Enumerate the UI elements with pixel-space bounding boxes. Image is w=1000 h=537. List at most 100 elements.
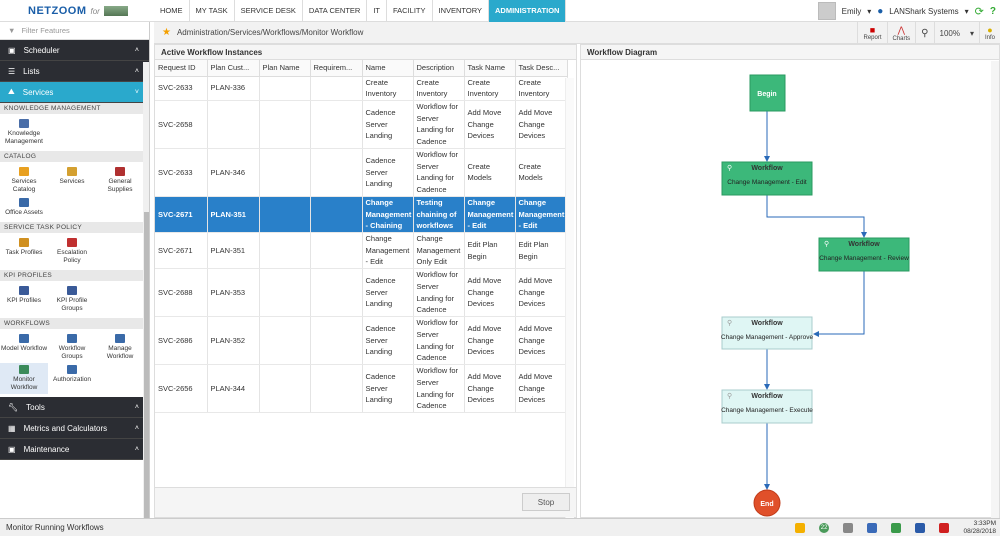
item-escalation-policy[interactable]: Escalation Policy bbox=[48, 236, 96, 267]
table-cell: SVC-2686 bbox=[155, 316, 208, 366]
workflow-node-review[interactable]: ⚲ Workflow Change Management - Review bbox=[818, 237, 910, 272]
sidebar-scrollbar[interactable] bbox=[143, 62, 149, 518]
catalog-icon bbox=[19, 167, 29, 176]
item-manage-workflow[interactable]: Manage Workflow bbox=[96, 332, 144, 363]
end-node[interactable]: End bbox=[753, 489, 781, 517]
node-label: Change Management - Execute bbox=[721, 407, 813, 414]
nav-administration[interactable]: ADMINISTRATION bbox=[489, 0, 567, 22]
column-header[interactable]: Plan Cust... bbox=[207, 60, 260, 77]
notification-badge[interactable]: 22 bbox=[818, 523, 830, 533]
item-office-assets[interactable]: Office Assets bbox=[0, 196, 48, 219]
pdf-icon: ■ bbox=[869, 25, 876, 35]
kpi-group-icon bbox=[67, 286, 77, 295]
item-model-workflow[interactable]: Model Workflow bbox=[0, 332, 48, 363]
table-row[interactable]: SVC-2633 PLAN-336 Create Inventory Create I… bbox=[155, 76, 568, 101]
workflow-diagram: Begin ⚲ Workflow Change Management - Edi… bbox=[721, 61, 999, 518]
star-icon[interactable]: ★ bbox=[162, 27, 171, 38]
sidebar-item-tools[interactable]: 🔧︎ Tools ˄ bbox=[0, 397, 149, 418]
kpi-icon bbox=[19, 286, 29, 295]
item-knowledge-management[interactable]: Knowledge Management bbox=[0, 117, 48, 148]
column-header[interactable]: Task Name bbox=[464, 60, 516, 77]
org-name[interactable]: LANShark Systems bbox=[889, 6, 959, 16]
nav-data-center[interactable]: DATA CENTER bbox=[303, 0, 368, 22]
nav-it[interactable]: IT bbox=[367, 0, 387, 22]
zoom-select[interactable]: 100% ▾ bbox=[933, 22, 979, 44]
chevron-down-icon[interactable]: ▾ bbox=[867, 6, 872, 16]
user-name[interactable]: Emily bbox=[841, 6, 862, 16]
item-kpi-profile-groups[interactable]: KPI Profile Groups bbox=[48, 284, 96, 315]
workflow-node-edit[interactable]: ⚲ Workflow Change Management - Edit bbox=[721, 161, 813, 196]
chevron-up-icon: ˄ bbox=[134, 67, 139, 75]
nav-my-task[interactable]: MY TASK bbox=[190, 0, 235, 22]
table-cell bbox=[310, 100, 363, 149]
app-logo[interactable]: NETZOOM for bbox=[0, 0, 150, 22]
sidebar-item-lists[interactable]: ☰ Lists ˄ bbox=[0, 61, 149, 82]
diagram-scrollbar[interactable] bbox=[991, 61, 999, 518]
table-cell: Cadence Server Landing bbox=[362, 364, 414, 414]
column-header[interactable]: Name bbox=[362, 60, 414, 77]
mouse-icon[interactable] bbox=[915, 523, 926, 533]
table-row[interactable]: SVC-2686 PLAN-352 Cadence Server Landing Wo… bbox=[155, 316, 568, 366]
chevron-down-icon[interactable]: ▾ bbox=[964, 6, 969, 16]
stop-button[interactable]: Stop bbox=[522, 493, 570, 511]
column-header[interactable]: Plan Name bbox=[259, 60, 311, 77]
column-header[interactable]: Request ID bbox=[155, 60, 208, 77]
refresh-icon[interactable]: ⟳ bbox=[974, 5, 984, 18]
info-button[interactable]: ● Info bbox=[978, 22, 1000, 44]
breadcrumb[interactable]: Administration/Services/Workflows/Monito… bbox=[176, 28, 364, 37]
item-general-supplies[interactable]: General Supplies bbox=[96, 165, 144, 196]
workflow-node-approve[interactable]: ⚲ Workflow Change Management - Approve bbox=[721, 316, 814, 350]
help-icon[interactable]: ? bbox=[989, 5, 996, 17]
node-header: Workflow bbox=[751, 393, 783, 400]
nav-service-desk[interactable]: SERVICE DESK bbox=[235, 0, 303, 22]
table-row[interactable]: SVC-2658 Cadence Server Landing Workflow f… bbox=[155, 100, 568, 149]
sync-icon[interactable] bbox=[891, 523, 902, 533]
table-cell: Add Move Change Devices bbox=[464, 364, 516, 414]
column-header[interactable]: Task Desc... bbox=[515, 60, 568, 77]
item-kpi-profiles[interactable]: KPI Profiles bbox=[0, 284, 48, 315]
item-workflow-groups[interactable]: Workflow Groups bbox=[48, 332, 96, 363]
item-services[interactable]: Services bbox=[48, 165, 96, 196]
workflow-node-execute[interactable]: ⚲ Workflow Change Management - Execute bbox=[721, 389, 813, 424]
window-icon[interactable] bbox=[867, 523, 878, 533]
table-cell: Change Management - Chaining bbox=[362, 196, 414, 234]
scroll-thumb[interactable] bbox=[144, 212, 149, 518]
item-monitor-workflow[interactable]: Monitor Workflow bbox=[0, 363, 48, 394]
table-row[interactable]: SVC-2688 PLAN-353 Cadence Server Landing Wo… bbox=[155, 268, 568, 318]
nav-inventory[interactable]: INVENTORY bbox=[433, 0, 489, 22]
table-scrollbar[interactable] bbox=[565, 78, 574, 519]
sidebar-item-metrics[interactable]: ▦ Metrics and Calculators ˄ bbox=[0, 418, 149, 439]
table-cell: Change Management - Edit bbox=[362, 232, 414, 270]
item-task-profiles[interactable]: Task Profiles bbox=[0, 236, 48, 267]
table-cell: Add Move Change Devices bbox=[464, 100, 516, 149]
begin-node[interactable]: Begin bbox=[749, 74, 786, 112]
table-row[interactable]: SVC-2656 PLAN-344 Cadence Server Landing Wo… bbox=[155, 364, 568, 414]
chevron-up-icon: ˄ bbox=[134, 445, 139, 453]
avatar[interactable] bbox=[817, 2, 836, 20]
item-authorization[interactable]: Authorization bbox=[48, 363, 96, 394]
document-icon[interactable] bbox=[843, 523, 854, 533]
search-icon: ⚲ bbox=[727, 164, 732, 172]
power-icon[interactable] bbox=[939, 523, 950, 533]
nav-home[interactable]: HOME bbox=[154, 0, 190, 22]
table-cell: Add Move Change Devices bbox=[464, 316, 516, 366]
table-row[interactable]: SVC-2633 PLAN-346 Cadence Server Landing Wo… bbox=[155, 148, 568, 197]
logo-for: for bbox=[90, 6, 100, 16]
search-button[interactable]: ⚲ bbox=[915, 22, 933, 44]
filter-features[interactable]: ▼ Filter Features bbox=[0, 22, 149, 40]
column-header[interactable]: Requirem... bbox=[310, 60, 363, 77]
report-button[interactable]: ■ Report bbox=[857, 22, 886, 44]
search-icon: ⚲ bbox=[921, 27, 929, 39]
nav-facility[interactable]: FACILITY bbox=[387, 0, 433, 22]
item-services-catalog[interactable]: Services Catalog bbox=[0, 165, 48, 196]
table-row[interactable]: SVC-2671 PLAN-351 Change Management - Edit… bbox=[155, 232, 568, 270]
bell-icon[interactable] bbox=[794, 523, 805, 533]
table-cell bbox=[310, 76, 363, 101]
table-row[interactable]: SVC-2671 PLAN-351 Change Management - Chai… bbox=[155, 196, 568, 234]
sidebar-item-scheduler[interactable]: ▣ Scheduler ˄ bbox=[0, 40, 149, 61]
charts-button[interactable]: ⋀ Charts bbox=[886, 22, 916, 44]
column-header[interactable]: Description bbox=[413, 60, 465, 77]
sidebar-item-services[interactable]: ⛰ Services ˅ bbox=[0, 82, 149, 103]
table-cell: PLAN-351 bbox=[207, 196, 260, 234]
sidebar-item-maintenance[interactable]: ▣ Maintenance ˄ bbox=[0, 439, 149, 460]
